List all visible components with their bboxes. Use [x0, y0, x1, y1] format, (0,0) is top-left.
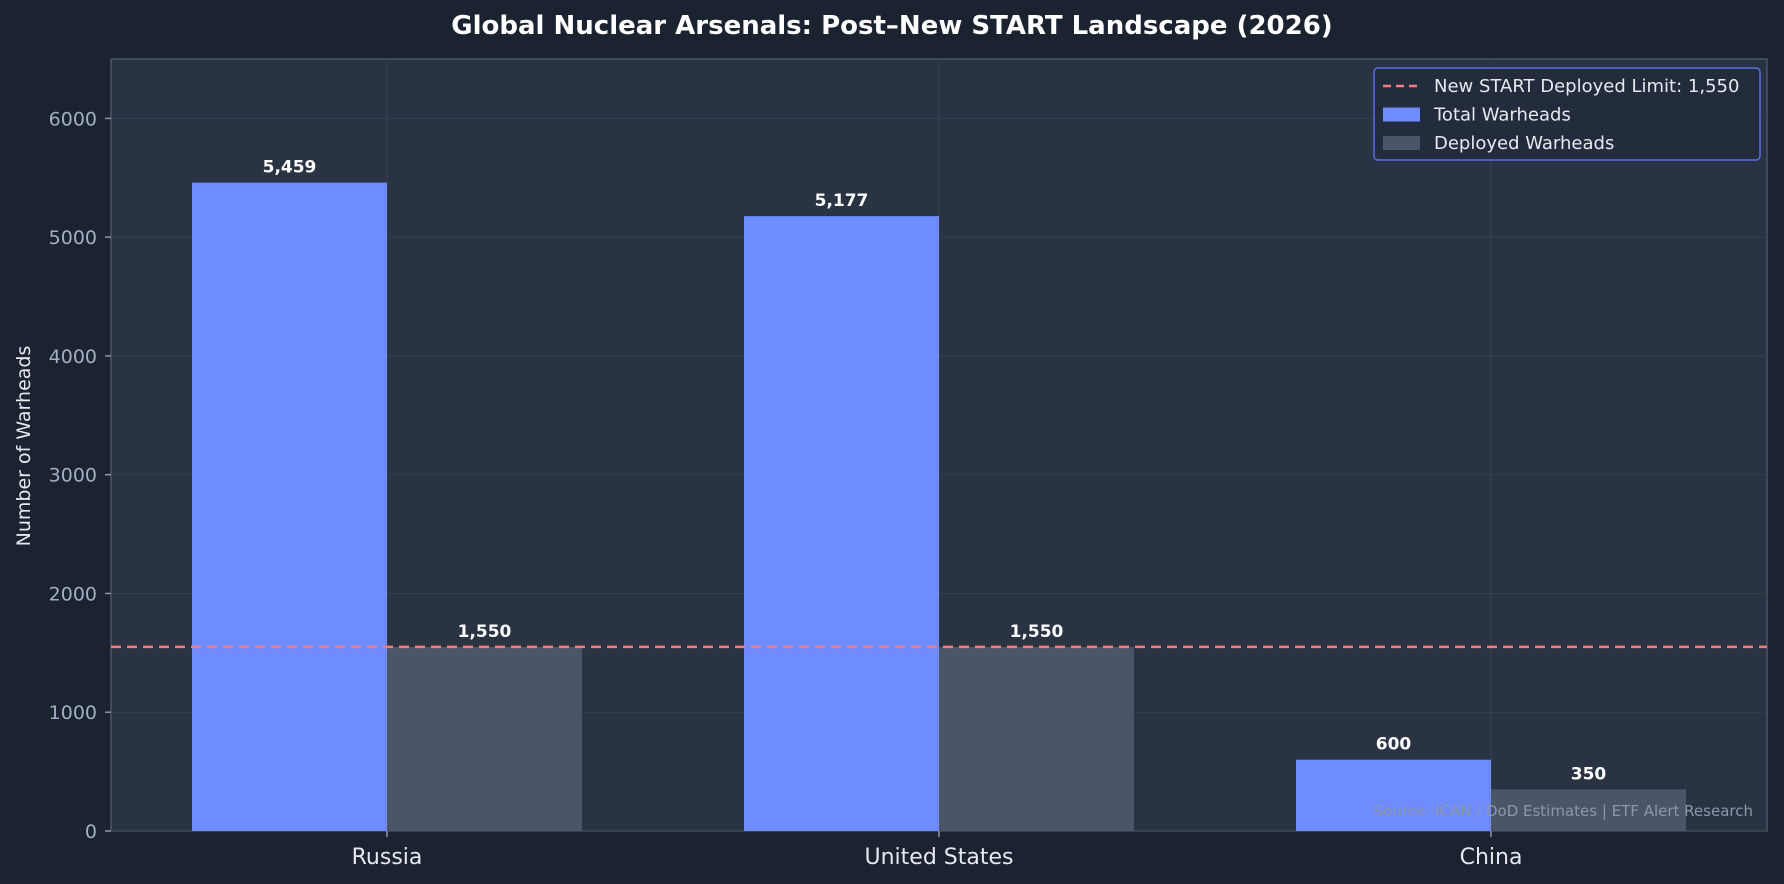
axes: 0 1000 2000 3000 4000 5000 6000 Russia United St… — [49, 108, 1523, 870]
y-axis-label: Number of Warheads — [13, 346, 35, 547]
deployed-bar-china — [1491, 789, 1686, 831]
source-note: Source: ICAN / DoD Estimates | ETF Alert… — [1374, 802, 1753, 820]
chart-title: Global Nuclear Arsenals: Post–New START … — [451, 11, 1332, 41]
y-tick-label: 2000 — [49, 583, 97, 605]
legend-entry-limit: New START Deployed Limit: 1,550 — [1434, 76, 1739, 97]
y-tick-label: 5000 — [49, 227, 97, 249]
legend-entry-total: Total Warheads — [1433, 105, 1571, 126]
legend-swatch — [1383, 107, 1420, 122]
legend-swatch — [1383, 136, 1420, 150]
x-category-label: China — [1460, 845, 1523, 870]
legend-box — [1373, 67, 1761, 161]
deployed-bar-russia — [387, 646, 582, 831]
deployed-bar-united-states — [939, 646, 1134, 831]
total-bar-united-states — [744, 216, 939, 831]
bars — [192, 182, 1686, 831]
bar-value-label: 1,550 — [458, 622, 512, 642]
total-bar-russia — [192, 182, 387, 831]
legend-entry-deployed: Deployed Warheads — [1434, 133, 1614, 154]
x-category-label: United States — [865, 845, 1014, 870]
bar-value-label: 600 — [1376, 735, 1412, 755]
y-tick-label: 1000 — [49, 702, 97, 724]
y-tick-label: 4000 — [49, 346, 97, 368]
bar-value-label: 5,459 — [263, 158, 317, 178]
y-tick-label: 6000 — [49, 108, 97, 130]
bar-value-label: 350 — [1571, 764, 1607, 784]
total-bar-china — [1296, 759, 1491, 831]
x-category-label: Russia — [352, 845, 423, 870]
y-tick-label: 0 — [85, 821, 97, 843]
y-tick-label: 3000 — [49, 465, 97, 487]
bar-value-label: 1,550 — [1010, 622, 1064, 642]
bar-value-label: 5,177 — [815, 191, 869, 211]
data-labels: 5,459 5,177 600 1,550 1,550 350 — [263, 158, 1607, 785]
legend: New START Deployed Limit: 1,550 Total War… — [1373, 67, 1761, 161]
